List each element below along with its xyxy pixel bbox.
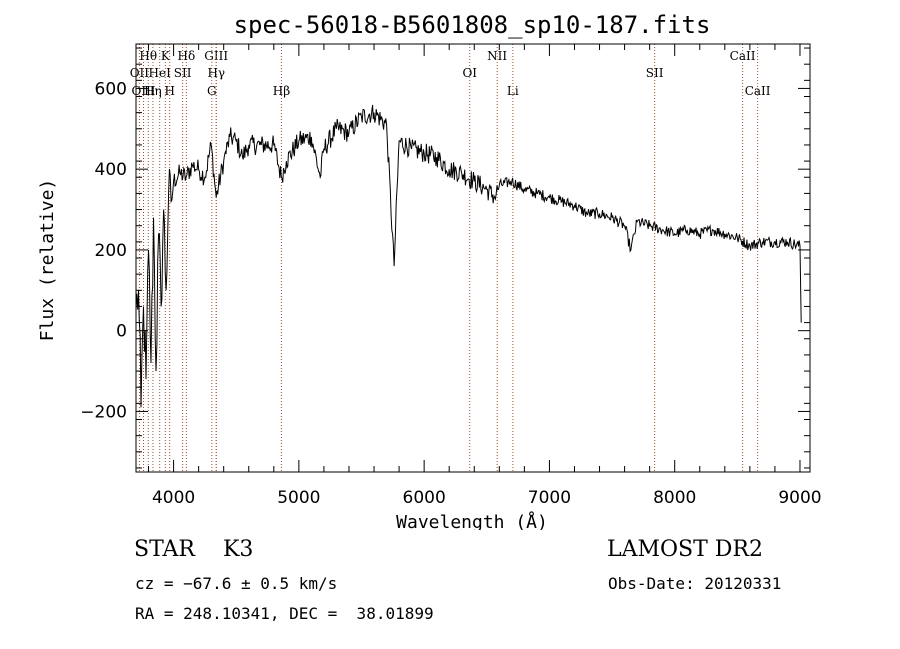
line-marker-label: OIII bbox=[131, 84, 155, 98]
line-marker-label: OII bbox=[130, 66, 150, 80]
x-tick-label: 4000 bbox=[152, 488, 195, 508]
line-marker-label: SII bbox=[646, 66, 664, 80]
line-marker-label: CaII bbox=[730, 49, 756, 63]
coordinates: RA = 248.10341, DEC = 38.01899 bbox=[135, 604, 434, 623]
observation-date: Obs-Date: 20120331 bbox=[608, 574, 782, 593]
x-tick-label: 8000 bbox=[653, 488, 696, 508]
line-marker-label: HeI bbox=[149, 66, 172, 80]
spectral-class-label: STAR K3 bbox=[134, 537, 254, 562]
plot-frame bbox=[135, 43, 811, 473]
y-tick-label: 400 bbox=[95, 160, 127, 180]
chart-title: spec-56018-B5601808_sp10-187.fits bbox=[234, 11, 711, 39]
x-axis-label: Wavelength (Å) bbox=[396, 511, 548, 530]
line-marker-label: Hγ bbox=[207, 66, 225, 80]
line-marker-label: CaII bbox=[745, 84, 771, 98]
line-marker-label: Hδ bbox=[178, 49, 196, 63]
line-marker-label: Hβ bbox=[273, 84, 290, 98]
line-marker-label: Hη bbox=[144, 84, 162, 98]
x-tick-label: 9000 bbox=[778, 488, 821, 508]
line-marker-label: NII bbox=[487, 49, 507, 63]
x-tick-label: 6000 bbox=[403, 488, 446, 508]
y-tick-label: 0 bbox=[116, 322, 127, 342]
line-marker-label: K bbox=[161, 49, 171, 63]
redshift-velocity: cz = −67.6 ± 0.5 km/s bbox=[135, 574, 338, 593]
survey-label: LAMOST DR2 bbox=[607, 537, 763, 562]
x-tick-label: 5000 bbox=[277, 488, 320, 508]
y-tick-label: −200 bbox=[80, 402, 127, 422]
line-marker-label: Hθ bbox=[139, 49, 157, 63]
y-axis-label: Flux (relative) bbox=[37, 179, 58, 342]
line-marker-label: OI bbox=[462, 66, 477, 80]
line-marker-label: SII bbox=[174, 66, 192, 80]
x-tick-label: 7000 bbox=[528, 488, 571, 508]
y-tick-label: 200 bbox=[95, 241, 127, 261]
spectrum-line bbox=[135, 104, 802, 408]
y-tick-label: 600 bbox=[95, 79, 127, 99]
axis-ticks: 4000 5000 6000 7000 8000 9000 −200 0 200 400 600 bbox=[80, 44, 822, 508]
line-marker-label: G bbox=[207, 84, 217, 98]
line-marker-label: Li bbox=[507, 84, 519, 98]
line-marker-label: H bbox=[164, 84, 174, 98]
